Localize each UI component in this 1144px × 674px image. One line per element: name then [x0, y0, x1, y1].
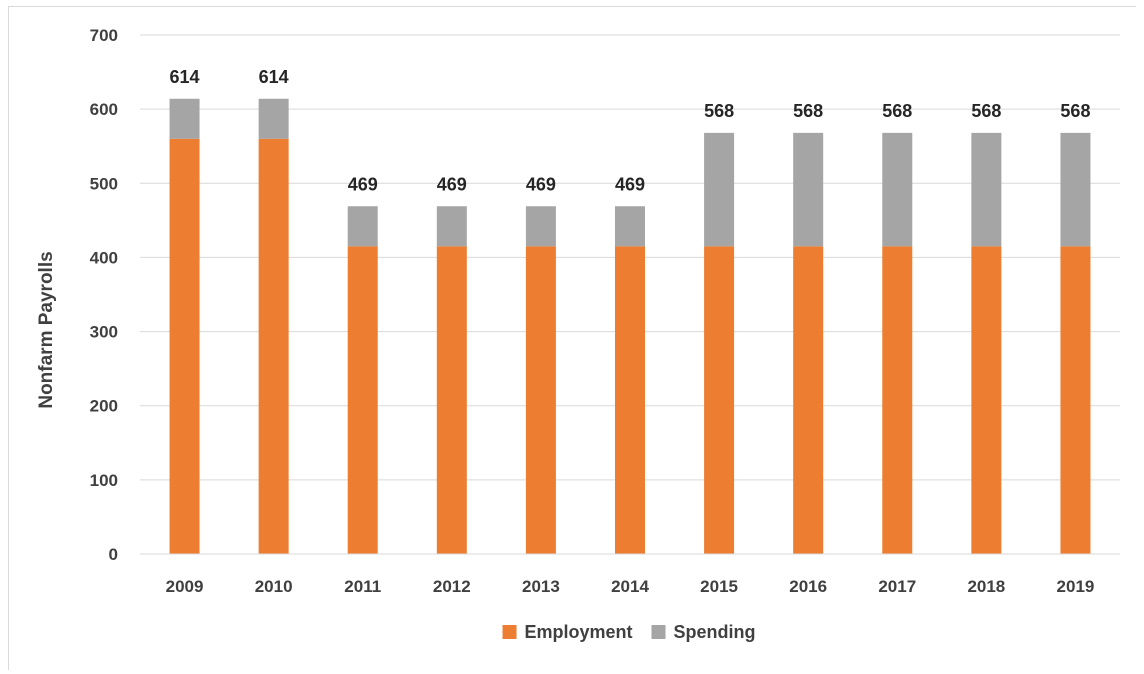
- x-tick-label: 2018: [967, 577, 1005, 596]
- total-label-2009: 614: [170, 67, 200, 87]
- bar-spending-2016: [793, 132, 824, 247]
- x-tick-label: 2013: [522, 577, 560, 596]
- bar-spending-2015: [704, 132, 735, 247]
- bar-spending-2018: [971, 132, 1002, 247]
- x-tick-label: 2010: [255, 577, 293, 596]
- x-tick-label: 2009: [166, 577, 204, 596]
- bars: [169, 98, 1091, 555]
- total-label-2019: 568: [1060, 101, 1090, 121]
- x-tick-label: 2015: [700, 577, 738, 596]
- x-tick-label: 2016: [789, 577, 827, 596]
- bar-employment-2019: [1060, 246, 1091, 555]
- bar-spending-2012: [436, 206, 467, 247]
- total-label-2017: 568: [882, 101, 912, 121]
- bar-employment-2015: [704, 246, 735, 555]
- y-axis-title: Nonfarm Payrolls: [36, 251, 57, 408]
- total-label-2010: 614: [259, 67, 289, 87]
- bar-employment-2012: [436, 246, 467, 555]
- y-tick-label: 300: [90, 323, 118, 342]
- bar-spending-2011: [347, 206, 378, 247]
- legend-label: Spending: [674, 622, 756, 642]
- y-tick-label: 0: [109, 545, 118, 564]
- legend-swatch: [651, 625, 666, 639]
- total-label-2014: 469: [615, 174, 645, 194]
- y-tick-label: 100: [90, 471, 118, 490]
- bar-spending-2010: [258, 98, 289, 139]
- axes: 0 100 200 300 400 500 600 700 2009 2010 2011 2012 20…: [90, 26, 1120, 596]
- bar-employment-2009: [169, 138, 200, 555]
- y-tick-label: 600: [90, 100, 118, 119]
- total-label-2015: 568: [704, 101, 734, 121]
- bar-employment-2014: [615, 246, 645, 555]
- y-tick-label: 400: [90, 248, 118, 267]
- legend-item-spending: Spending: [651, 622, 756, 642]
- total-label-2018: 568: [971, 101, 1001, 121]
- bar-employment-2013: [525, 246, 556, 555]
- legend-label: Employment: [525, 622, 633, 642]
- x-tick-label: 2014: [611, 577, 649, 596]
- bar-employment-2018: [971, 246, 1002, 555]
- total-label-2013: 469: [526, 174, 556, 194]
- bar-employment-2010: [258, 138, 289, 555]
- bar-employment-2017: [882, 246, 913, 555]
- bar-employment-2011: [347, 246, 378, 555]
- x-tick-label: 2012: [433, 577, 471, 596]
- y-tick-label: 700: [90, 26, 118, 45]
- x-tick-label: 2019: [1057, 577, 1095, 596]
- x-tick-label: 2017: [878, 577, 916, 596]
- bar-spending-2017: [882, 132, 913, 247]
- bar-spending-2014: [615, 206, 645, 247]
- total-label-2016: 568: [793, 101, 823, 121]
- y-tick-label: 200: [90, 397, 118, 416]
- data-labels: 614 614 469 469 469 469 568 568 568 568 568: [170, 67, 1091, 195]
- chart-frame: [8, 6, 1136, 670]
- bar-spending-2009: [169, 98, 200, 139]
- x-tick-label: 2011: [344, 577, 381, 596]
- total-label-2012: 469: [437, 174, 467, 194]
- legend-swatch: [502, 625, 517, 639]
- legend-item-employment: Employment: [502, 622, 633, 642]
- y-tick-label: 500: [90, 174, 118, 193]
- legend: Employment Spending: [502, 622, 756, 642]
- total-label-2011: 469: [348, 174, 378, 194]
- bar-spending-2019: [1060, 132, 1091, 247]
- bar-employment-2016: [793, 246, 824, 555]
- bar-spending-2013: [525, 206, 556, 247]
